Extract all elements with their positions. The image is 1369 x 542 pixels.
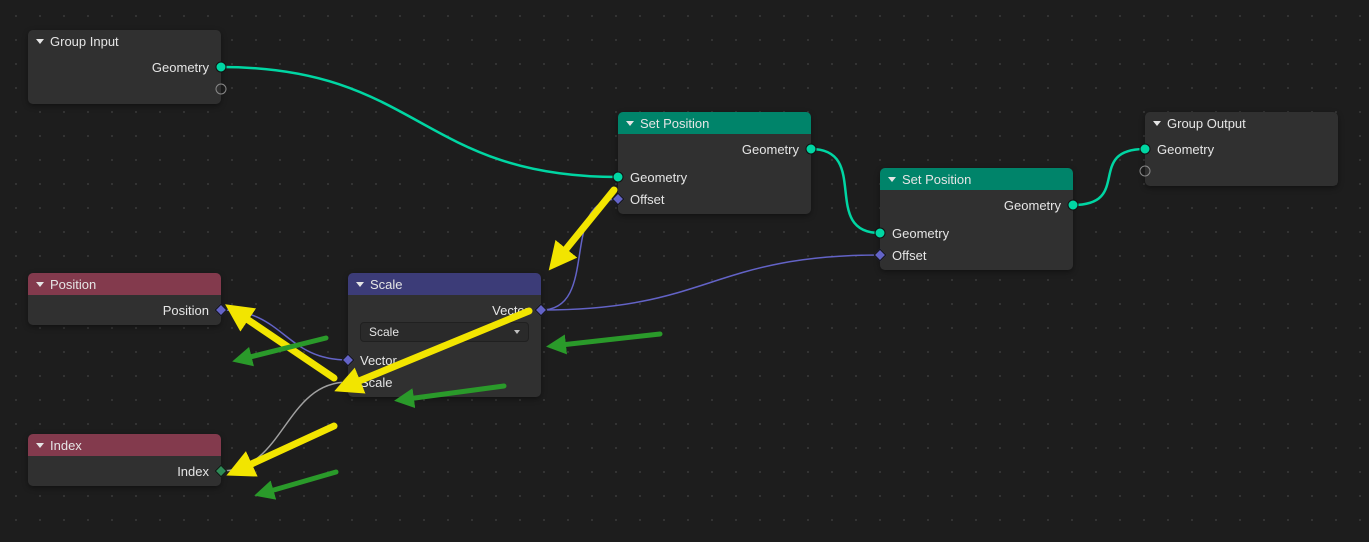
node-body: Index <box>28 456 221 486</box>
chevron-down-icon[interactable] <box>356 282 364 287</box>
input-row-virtual <box>1145 160 1338 182</box>
input-socket-geometry[interactable] <box>1140 144 1151 155</box>
socket-label: Offset <box>892 248 926 263</box>
node-header[interactable]: Index <box>28 434 221 456</box>
mode-dropdown[interactable]: Scale <box>360 322 529 342</box>
node-body: Vector Scale Vector Scale <box>348 295 541 397</box>
node-title: Index <box>50 438 82 453</box>
output-row-vector: Vector <box>348 299 541 321</box>
node-body: Geometry Geometry Offset <box>618 134 811 214</box>
chevron-down-icon[interactable] <box>888 177 896 182</box>
socket-label: Geometry <box>892 226 949 241</box>
chevron-down-icon[interactable] <box>36 39 44 44</box>
input-row-geometry: Geometry <box>880 222 1073 244</box>
node-title: Set Position <box>640 116 709 131</box>
input-row-geometry: Geometry <box>618 166 811 188</box>
output-row-index: Index <box>28 460 221 482</box>
chevron-down-icon[interactable] <box>36 282 44 287</box>
chevron-down-icon <box>514 330 520 334</box>
node-body: Geometry <box>1145 134 1338 186</box>
node-header[interactable]: Set Position <box>880 168 1073 190</box>
node-index[interactable]: Index Index <box>28 434 221 486</box>
input-row-vector: Vector <box>348 349 541 371</box>
input-socket-virtual[interactable] <box>1140 166 1151 177</box>
socket-label: Geometry <box>742 142 799 157</box>
node-group-output[interactable]: Group Output Geometry <box>1145 112 1338 186</box>
input-row-scale: Scale <box>348 371 541 393</box>
node-title: Position <box>50 277 96 292</box>
output-row-geometry: Geometry <box>618 138 811 160</box>
output-socket-geometry[interactable] <box>216 62 227 73</box>
node-header[interactable]: Position <box>28 273 221 295</box>
node-title: Scale <box>370 277 403 292</box>
node-scale[interactable]: Scale Vector Scale Vector Scale <box>348 273 541 397</box>
node-group-input[interactable]: Group Input Geometry <box>28 30 221 104</box>
node-body: Geometry <box>28 52 221 104</box>
node-body: Position <box>28 295 221 325</box>
node-title: Set Position <box>902 172 971 187</box>
chevron-down-icon[interactable] <box>1153 121 1161 126</box>
node-title: Group Output <box>1167 116 1246 131</box>
socket-label: Vector <box>360 353 397 368</box>
node-set-position-2[interactable]: Set Position Geometry Geometry Offset <box>880 168 1073 270</box>
socket-label: Geometry <box>152 60 209 75</box>
node-header[interactable]: Scale <box>348 273 541 295</box>
node-title: Group Input <box>50 34 119 49</box>
output-row-position: Position <box>28 299 221 321</box>
input-socket-geometry[interactable] <box>875 228 886 239</box>
input-row-offset: Offset <box>880 244 1073 266</box>
socket-label: Scale <box>360 375 393 390</box>
output-row-geometry: Geometry <box>880 194 1073 216</box>
dropdown-value: Scale <box>369 325 399 339</box>
mode-dropdown-row: Scale <box>348 321 541 343</box>
node-header[interactable]: Group Output <box>1145 112 1338 134</box>
socket-label: Vector <box>492 303 529 318</box>
input-row-geometry: Geometry <box>1145 138 1338 160</box>
node-set-position-1[interactable]: Set Position Geometry Geometry Offset <box>618 112 811 214</box>
node-position[interactable]: Position Position <box>28 273 221 325</box>
input-socket-geometry[interactable] <box>613 172 624 183</box>
socket-label: Index <box>177 464 209 479</box>
output-socket-virtual[interactable] <box>216 84 227 95</box>
chevron-down-icon[interactable] <box>626 121 634 126</box>
socket-label: Geometry <box>1004 198 1061 213</box>
socket-label: Geometry <box>630 170 687 185</box>
node-body: Geometry Geometry Offset <box>880 190 1073 270</box>
socket-label: Position <box>163 303 209 318</box>
output-row-geometry: Geometry <box>28 56 221 78</box>
node-header[interactable]: Group Input <box>28 30 221 52</box>
socket-label: Offset <box>630 192 664 207</box>
output-row-virtual <box>28 78 221 100</box>
input-row-offset: Offset <box>618 188 811 210</box>
output-socket-geometry[interactable] <box>1068 200 1079 211</box>
chevron-down-icon[interactable] <box>36 443 44 448</box>
output-socket-geometry[interactable] <box>806 144 817 155</box>
socket-label: Geometry <box>1157 142 1214 157</box>
node-header[interactable]: Set Position <box>618 112 811 134</box>
